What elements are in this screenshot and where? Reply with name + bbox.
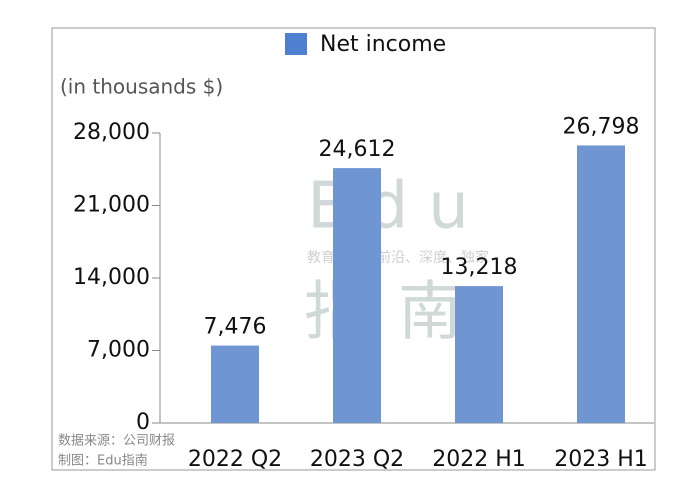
x-tick-label: 2023 Q2	[310, 447, 404, 472]
x-tick-label: 2023 H1	[554, 447, 648, 472]
watermark: 指南	[304, 276, 492, 350]
bar	[333, 168, 381, 423]
subtitle: (in thousands $)	[60, 75, 223, 99]
value-label: 26,798	[563, 114, 640, 139]
x-tick-label: 2022 Q2	[188, 447, 282, 472]
y-tick-label: 21,000	[73, 193, 150, 218]
value-label: 24,612	[319, 137, 396, 162]
legend-swatch	[285, 33, 307, 55]
source-note: 数据来源：公司财报	[58, 434, 175, 449]
y-tick-label: 7,000	[87, 338, 150, 363]
y-tick-label: 14,000	[73, 265, 150, 290]
bar	[455, 286, 503, 423]
y-tick-label: 0	[136, 410, 150, 435]
y-tick-label: 28,000	[73, 120, 150, 145]
value-label: 7,476	[204, 315, 267, 340]
x-tick-label: 2022 H1	[432, 447, 526, 472]
bar	[577, 145, 625, 423]
value-label: 13,218	[441, 255, 518, 280]
bar	[211, 345, 259, 423]
legend-label: Net income	[320, 32, 446, 57]
credit-note: 制图：Edu指南	[58, 453, 148, 469]
